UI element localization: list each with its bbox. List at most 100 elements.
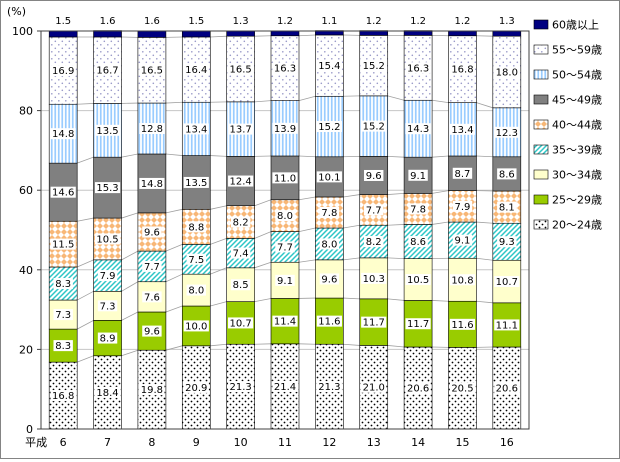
- legend-swatch: [534, 95, 548, 104]
- data-label: 11.4: [274, 317, 296, 328]
- data-label: 12.3: [496, 128, 518, 139]
- data-label: 20.9: [185, 383, 207, 394]
- data-label: 7.8: [410, 204, 426, 215]
- legend-label: 35〜39歳: [552, 144, 602, 157]
- data-label: 8.2: [233, 218, 249, 229]
- data-label: 14.8: [52, 129, 74, 140]
- data-label: 1.2: [455, 16, 471, 27]
- legend-item: 30〜34歳: [534, 169, 602, 182]
- x-tick-label: 11: [278, 436, 292, 449]
- legend-swatch: [534, 120, 548, 129]
- data-label: 16.3: [407, 63, 429, 74]
- data-label: 8.7: [455, 169, 471, 180]
- data-label: 16.5: [230, 65, 252, 76]
- data-label: 21.3: [318, 382, 340, 393]
- y-tick-label: 80: [19, 105, 33, 118]
- data-label: 20.6: [407, 384, 429, 395]
- data-label: 8.5: [233, 280, 249, 291]
- data-label: 7.4: [233, 249, 249, 260]
- data-label: 9.6: [144, 327, 160, 338]
- data-label: 14.6: [52, 188, 74, 199]
- data-label: 7.3: [55, 310, 71, 321]
- data-label: 18.0: [496, 67, 518, 78]
- data-label: 12.4: [230, 177, 252, 188]
- data-label: 15.2: [363, 61, 385, 72]
- legend-item: 60歳以上: [534, 19, 599, 32]
- data-label: 21.3: [230, 382, 252, 393]
- data-label: 7.9: [455, 202, 471, 213]
- data-label: 8.1: [499, 203, 515, 214]
- data-label: 1.5: [55, 16, 71, 27]
- data-label: 21.0: [363, 383, 385, 394]
- data-label: 10.7: [496, 277, 518, 288]
- legend: 60歳以上55〜59歳50〜54歳45〜49歳40〜44歳35〜39歳30〜34…: [534, 19, 602, 232]
- bar-segment: [493, 31, 521, 36]
- legend-item: 40〜44歳: [534, 119, 602, 132]
- legend-swatch: [534, 20, 548, 29]
- data-label: 1.6: [100, 16, 116, 27]
- data-label: 20.5: [451, 384, 473, 395]
- data-label: 13.4: [451, 125, 473, 136]
- data-label: 7.9: [100, 271, 116, 282]
- data-label: 10.8: [451, 275, 473, 286]
- data-label: 11.6: [451, 320, 473, 331]
- data-label: 8.0: [188, 286, 204, 297]
- data-label: 13.5: [185, 178, 207, 189]
- data-label: 1.3: [499, 16, 515, 27]
- data-label: 8.8: [188, 222, 204, 233]
- data-label: 15.2: [318, 122, 340, 133]
- data-label: 9.1: [455, 236, 471, 247]
- data-label: 11.7: [363, 318, 385, 329]
- legend-item: 20〜24歳: [534, 219, 602, 232]
- data-label: 10.3: [363, 274, 385, 285]
- data-label: 16.3: [274, 64, 296, 75]
- data-label: 11.0: [274, 173, 296, 184]
- legend-label: 25〜29歳: [552, 194, 602, 207]
- legend-swatch: [534, 70, 548, 79]
- data-label: 8.9: [100, 334, 116, 345]
- y-tick-label: 100: [12, 25, 33, 38]
- data-label: 13.5: [96, 126, 118, 137]
- bars-layer: [49, 31, 521, 429]
- data-label: 16.7: [96, 66, 118, 77]
- data-label: 1.1: [321, 16, 337, 27]
- data-label: 1.3: [233, 16, 249, 27]
- data-label: 7.7: [277, 242, 293, 253]
- x-axis-era-prefix: 平成: [25, 436, 47, 449]
- data-label: 9.1: [410, 171, 426, 182]
- data-label: 10.1: [318, 172, 340, 183]
- data-label: 9.6: [321, 274, 337, 285]
- data-label: 16.8: [451, 65, 473, 76]
- data-label: 15.3: [96, 183, 118, 194]
- data-label: 16.4: [185, 65, 207, 76]
- x-tick-label: 16: [500, 436, 514, 449]
- y-tick-label: 40: [19, 264, 33, 277]
- data-label: 13.4: [185, 124, 207, 135]
- data-label: 11.6: [318, 317, 340, 328]
- data-label: 14.3: [407, 124, 429, 135]
- bar-segment: [182, 31, 210, 37]
- x-tick-label: 13: [367, 436, 381, 449]
- data-label: 7.3: [100, 301, 116, 312]
- data-label: 12.8: [141, 124, 163, 135]
- y-tick-label: 20: [19, 343, 33, 356]
- data-label: 1.2: [366, 16, 382, 27]
- legend-item: 55〜59歳: [534, 44, 602, 57]
- data-label: 9.6: [366, 171, 382, 182]
- legend-label: 60歳以上: [552, 19, 599, 32]
- data-label: 7.8: [321, 208, 337, 219]
- legend-label: 55〜59歳: [552, 44, 602, 57]
- y-axis-unit-label: (%): [7, 5, 26, 18]
- data-label: 8.6: [410, 237, 426, 248]
- data-label: 11.1: [496, 320, 518, 331]
- data-label: 8.6: [499, 169, 515, 180]
- bar-segment: [448, 31, 476, 36]
- data-label: 8.3: [55, 341, 71, 352]
- data-label: 9.6: [144, 227, 160, 238]
- data-label: 19.8: [141, 385, 163, 396]
- legend-label: 50〜54歳: [552, 69, 602, 82]
- x-tick-label: 6: [60, 436, 67, 449]
- x-tick-label: 10: [234, 436, 248, 449]
- x-tick-label: 7: [104, 436, 111, 449]
- data-label: 20.6: [496, 384, 518, 395]
